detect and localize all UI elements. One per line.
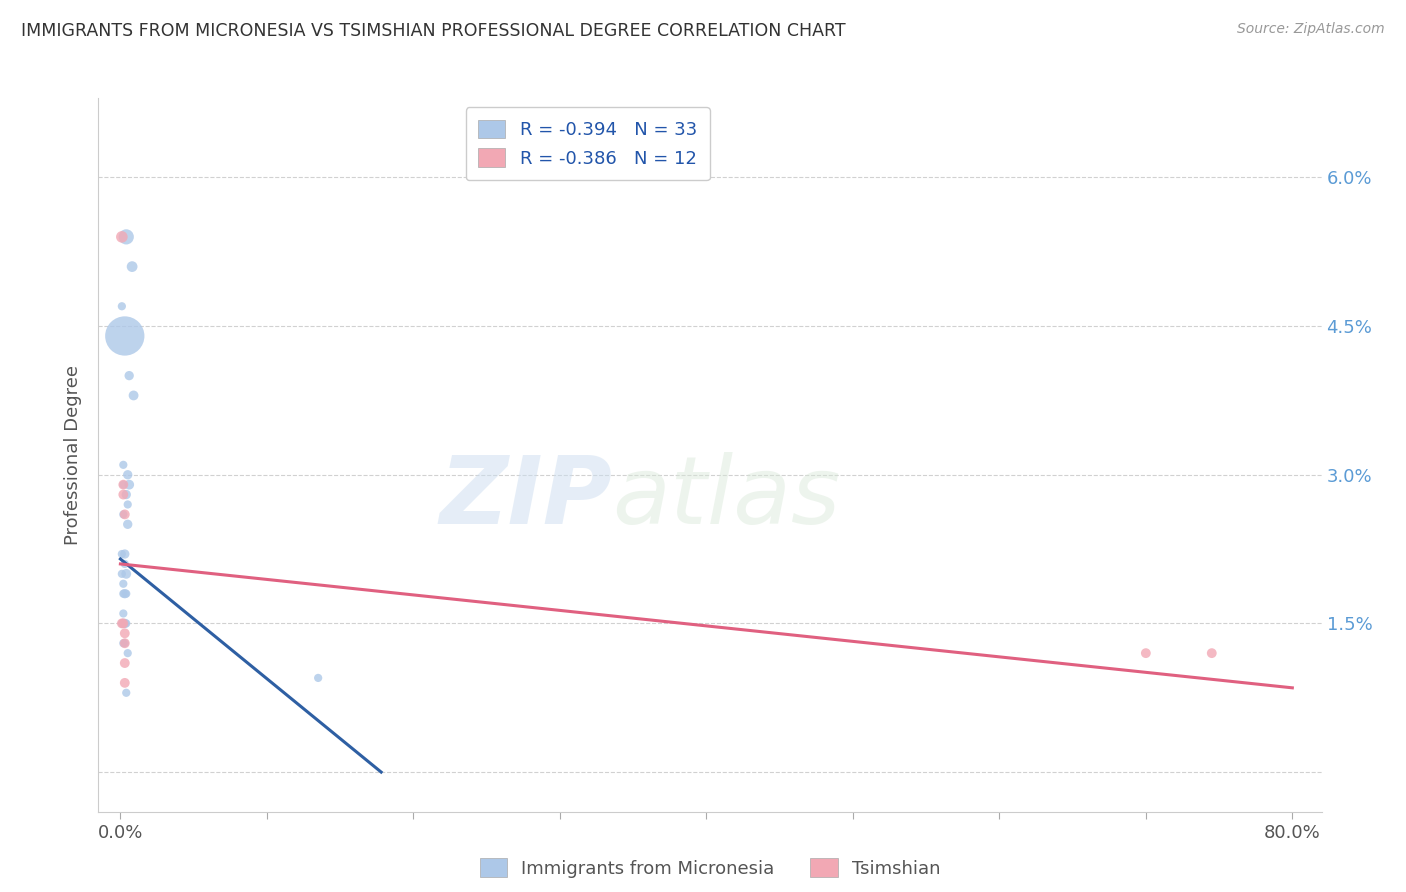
Point (112, 616, 135, 631)
Point (121, 260, 143, 274)
Text: Source: ZipAtlas.com: Source: ZipAtlas.com (1237, 22, 1385, 37)
Point (114, 626, 136, 640)
Point (112, 477, 135, 491)
Point (111, 616, 134, 631)
Point (1201, 646, 1223, 660)
Point (307, 671, 329, 685)
Point (111, 547, 134, 561)
Point (112, 576, 135, 591)
Point (114, 636, 136, 650)
Point (111, 616, 134, 631)
Point (114, 656, 136, 670)
Point (115, 230, 138, 244)
Point (114, 587, 136, 601)
Text: IMMIGRANTS FROM MICRONESIA VS TSIMSHIAN PROFESSIONAL DEGREE CORRELATION CHART: IMMIGRANTS FROM MICRONESIA VS TSIMSHIAN … (21, 22, 846, 40)
Point (118, 477, 141, 491)
Point (117, 498, 139, 512)
Point (115, 487, 138, 501)
Point (111, 566, 134, 581)
Point (114, 676, 136, 690)
Point (114, 547, 136, 561)
Point (112, 487, 135, 501)
Point (122, 388, 145, 402)
Point (114, 508, 136, 522)
Point (111, 230, 134, 244)
Point (114, 557, 136, 571)
Point (114, 636, 136, 650)
Point (114, 329, 136, 343)
Point (1135, 646, 1157, 660)
Point (115, 616, 138, 631)
Y-axis label: Professional Degree: Professional Degree (65, 365, 83, 545)
Point (114, 616, 136, 631)
Legend: Immigrants from Micronesia, Tsimshian: Immigrants from Micronesia, Tsimshian (472, 851, 948, 885)
Point (112, 508, 135, 522)
Point (115, 566, 138, 581)
Point (115, 686, 138, 700)
Point (117, 467, 139, 482)
Point (118, 368, 141, 383)
Point (115, 587, 138, 601)
Point (111, 299, 134, 313)
Text: atlas: atlas (612, 452, 841, 543)
Point (117, 517, 139, 532)
Point (117, 646, 139, 660)
Point (112, 587, 135, 601)
Point (112, 458, 135, 472)
Point (112, 477, 135, 491)
Point (112, 636, 135, 650)
Point (112, 616, 135, 631)
Point (112, 607, 135, 621)
Text: ZIP: ZIP (439, 451, 612, 544)
